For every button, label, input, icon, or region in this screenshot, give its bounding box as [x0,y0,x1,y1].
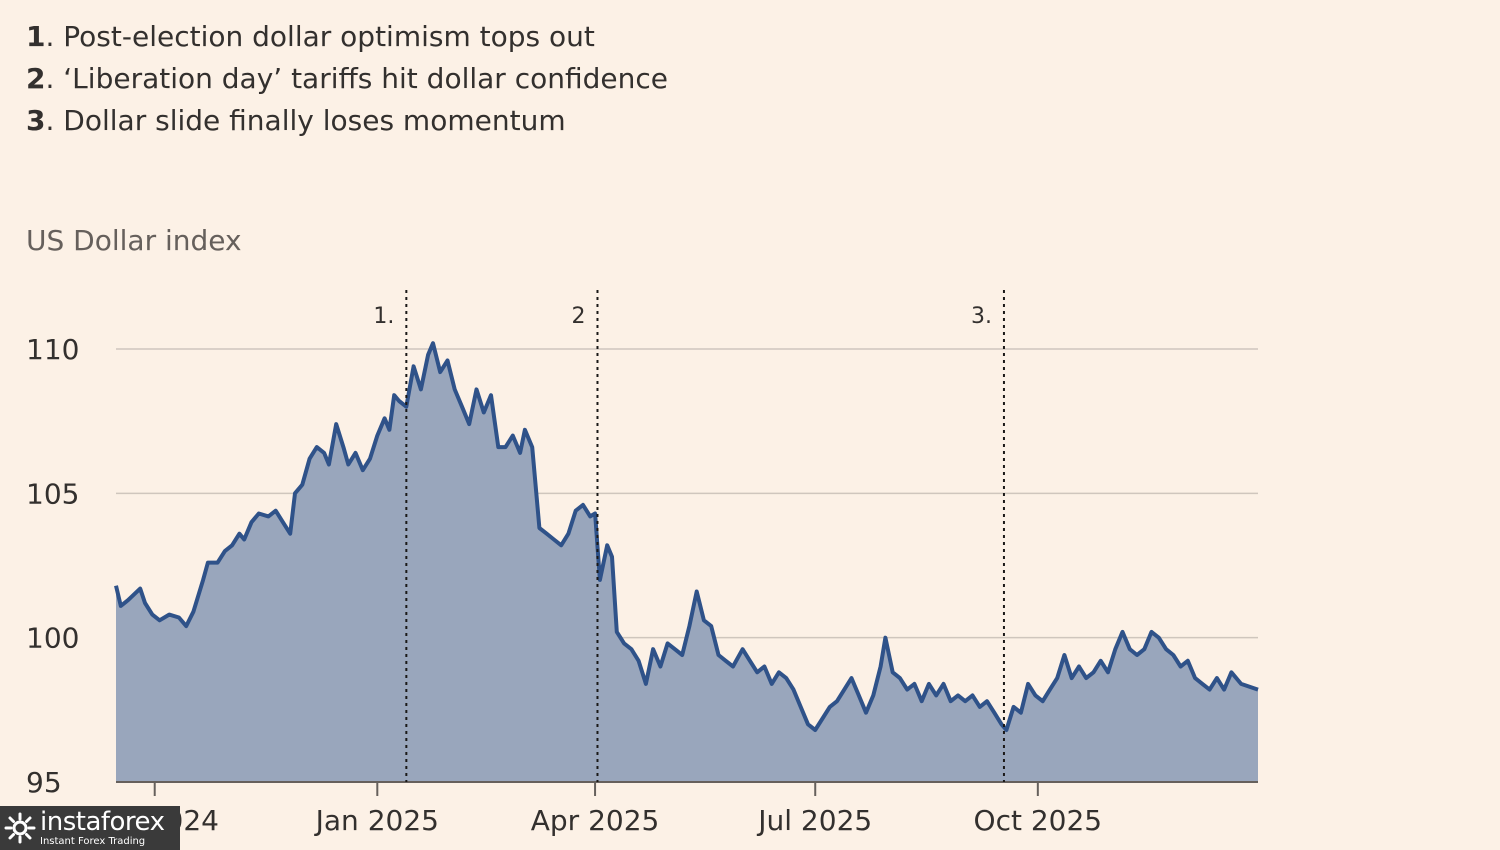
watermark-name: instaforex [40,807,165,837]
annotation-notes: 1. Post-election dollar optimism tops ou… [26,16,668,142]
event-label-3: 3. [971,304,992,329]
note-2: 2. ‘Liberation day’ tariffs hit dollar c… [26,58,668,100]
note-number: 2 [26,62,46,95]
x-tick-label: Apr 2025 [531,804,660,837]
area-fill [116,343,1258,782]
instaforex-watermark: instaforex Instant Forex Trading [0,806,180,850]
event-label-1: 1. [373,304,394,329]
note-text: . Post-election dollar optimism tops out [45,20,595,53]
note-text: . Dollar slide finally loses momentum [45,104,566,137]
note-3: 3. Dollar slide finally loses momentum [26,100,668,142]
x-tick-label: Oct 2025 [974,804,1103,837]
y-tick-label: 100 [26,622,79,655]
y-axis-label: US Dollar index [26,224,242,257]
x-tick-label: Jul 2025 [756,804,872,837]
x-tick-label: Jan 2025 [314,804,439,837]
note-text: . ‘Liberation day’ tariffs hit dollar co… [45,62,668,95]
note-number: 1 [26,20,46,53]
y-tick-label: 110 [26,333,79,366]
watermark-tagline: Instant Forex Trading [40,836,146,847]
instaforex-logo-icon [0,806,40,850]
y-tick-label: 105 [26,477,79,510]
y-tick-label: 95 [26,766,62,799]
event-label-2: 2 [571,304,585,329]
note-number: 3 [26,104,46,137]
note-1: 1. Post-election dollar optimism tops ou… [26,16,668,58]
series-line [114,341,1259,732]
